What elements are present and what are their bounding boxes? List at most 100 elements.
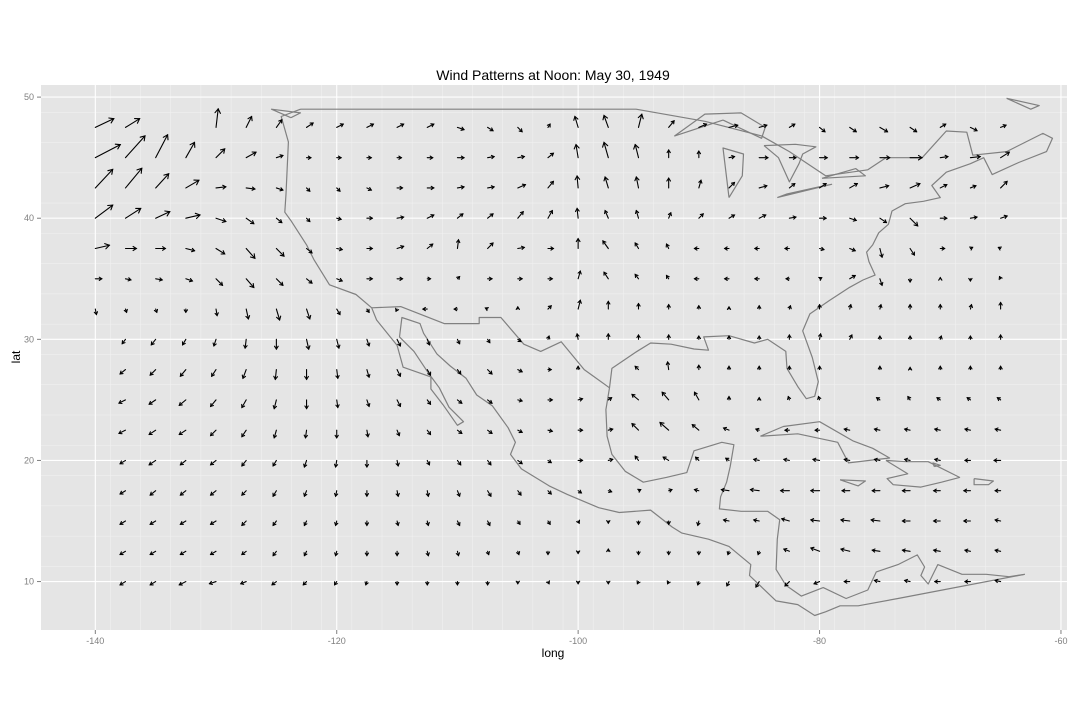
- wind-arrow-head: [976, 154, 982, 160]
- wind-arrow-head: [243, 344, 248, 350]
- wind-arrow: [546, 520, 551, 526]
- wind-arrow: [547, 367, 553, 372]
- wind-arrow: [693, 488, 700, 493]
- wind-arrow: [334, 429, 339, 439]
- wind-arrow-head: [877, 365, 883, 370]
- wind-arrow-head: [484, 307, 489, 312]
- wind-arrow-shaft: [577, 270, 581, 280]
- wind-arrow-shaft: [849, 274, 856, 280]
- wind-arrow: [179, 490, 187, 496]
- wind-arrow: [901, 548, 911, 553]
- wind-arrow: [696, 581, 701, 586]
- wind-arrow: [723, 276, 730, 281]
- wind-arrow: [273, 338, 279, 351]
- wind-arrow: [487, 276, 494, 281]
- wind-arrow: [817, 303, 822, 310]
- wind-arrow: [787, 365, 792, 371]
- wind-arrow-shaft: [604, 176, 609, 189]
- wind-arrow: [787, 304, 792, 310]
- wind-arrow: [546, 335, 551, 340]
- wind-arrow: [964, 579, 971, 584]
- wind-arrow-head: [456, 340, 461, 345]
- wind-arrow-head: [306, 314, 312, 320]
- wind-arrow-head: [787, 395, 792, 401]
- wind-arrow: [119, 550, 127, 556]
- wind-arrow: [602, 141, 609, 159]
- wind-arrow-shaft: [273, 429, 277, 439]
- wind-arrow: [848, 303, 853, 310]
- wind-arrow: [839, 518, 851, 523]
- wind-arrow: [606, 332, 611, 340]
- wind-arrow: [939, 123, 947, 128]
- wind-arrow-shaft: [840, 519, 851, 522]
- wind-arrow-shaft: [211, 369, 217, 377]
- wind-arrow-head: [307, 155, 312, 160]
- wind-arrow: [849, 274, 857, 280]
- wind-arrow: [336, 187, 341, 192]
- wind-arrow-head: [608, 397, 613, 402]
- wind-arrow: [396, 215, 405, 220]
- wind-arrow-head: [848, 303, 853, 309]
- x-tick-label: -140: [86, 636, 104, 646]
- wind-arrow: [666, 550, 671, 556]
- wind-arrow-head: [994, 578, 999, 584]
- wind-arrow-head: [135, 207, 142, 214]
- wind-arrow-shaft: [909, 126, 918, 133]
- wind-arrow: [634, 175, 640, 189]
- wind-arrow-head: [456, 275, 461, 281]
- wind-arrow: [998, 333, 1003, 340]
- wind-arrow: [843, 427, 851, 432]
- wind-arrow-head: [519, 210, 524, 216]
- wind-arrow: [364, 490, 370, 498]
- wind-arrow-shaft: [275, 119, 283, 128]
- wind-arrow: [575, 550, 581, 555]
- wind-arrow: [933, 427, 941, 432]
- wind-arrow-head: [938, 365, 943, 370]
- wind-arrow: [814, 428, 821, 433]
- wind-arrow-head: [813, 580, 818, 585]
- wind-arrow-head: [818, 276, 823, 281]
- wind-arrow-head: [843, 579, 848, 584]
- wind-arrow-shaft: [179, 459, 187, 466]
- wind-arrow-shaft: [242, 369, 247, 379]
- wind-arrow-head: [455, 581, 460, 586]
- wind-arrow: [907, 303, 913, 310]
- wind-arrow-head: [698, 179, 703, 184]
- wind-arrow-head: [209, 521, 215, 525]
- wind-arrow-head: [659, 421, 665, 427]
- wind-arrow: [877, 335, 883, 340]
- wind-arrow-head: [913, 128, 918, 133]
- wind-arrow: [547, 305, 552, 310]
- wind-arrow: [516, 520, 521, 526]
- wind-arrow-head: [278, 219, 283, 224]
- wind-arrow-shaft: [245, 217, 255, 225]
- wind-arrow-shaft: [939, 184, 948, 189]
- wind-arrow-head: [851, 247, 857, 252]
- wind-arrow-head: [241, 374, 247, 380]
- wind-arrow-head: [901, 488, 906, 493]
- wind-arrow: [994, 518, 1002, 523]
- wind-arrow: [575, 365, 581, 371]
- y-axis-ticks: 10 20 30 40 50: [24, 92, 41, 587]
- wind-arrow-head: [520, 154, 526, 160]
- wind-arrow: [811, 457, 821, 462]
- wind-arrow: [394, 581, 400, 586]
- wind-arrow-shaft: [426, 243, 434, 250]
- wind-arrow-shaft: [245, 115, 253, 128]
- wind-arrow-shaft: [879, 247, 883, 258]
- wind-arrow-head: [666, 580, 671, 585]
- coastline: [674, 112, 766, 139]
- wind-arrow: [659, 421, 670, 431]
- wind-arrow-head: [606, 520, 611, 525]
- wind-arrow: [577, 489, 583, 494]
- wind-arrow-head: [602, 114, 609, 121]
- wind-arrow-head: [148, 400, 153, 405]
- wind-arrow: [784, 581, 790, 587]
- wind-arrow-head: [273, 375, 279, 381]
- wind-arrow-head: [427, 371, 432, 376]
- wind-arrow: [426, 214, 435, 219]
- wind-arrow: [487, 154, 496, 160]
- wind-arrow-head: [306, 218, 311, 223]
- wind-arrow-shaft: [335, 459, 338, 468]
- wind-arrow-shaft: [149, 369, 157, 376]
